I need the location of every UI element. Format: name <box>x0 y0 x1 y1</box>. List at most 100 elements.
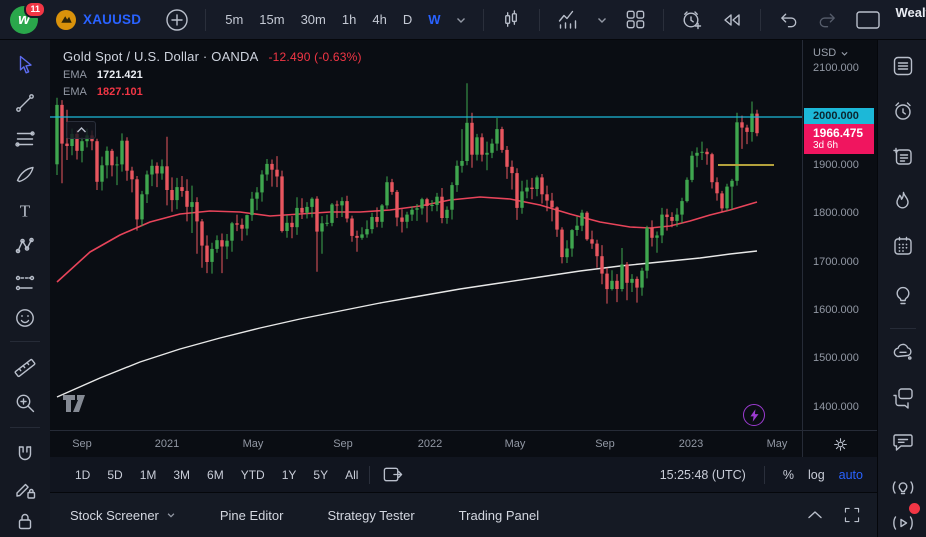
redo-icon[interactable] <box>808 8 847 31</box>
hotlists-flame-icon[interactable] <box>891 189 915 213</box>
toolbar-divider <box>483 8 485 31</box>
candle <box>600 256 604 274</box>
zoom-in-tool-icon[interactable] <box>14 392 36 414</box>
top-toolbar: w 11 XAUUSD 5m 15m 30m 1h 4h D W <box>0 0 926 40</box>
candlestick-plot[interactable] <box>50 40 802 430</box>
fib-retracement-tool-icon[interactable] <box>14 128 36 150</box>
timeframe-1h[interactable]: 1h <box>341 12 357 27</box>
alerts-icon[interactable] <box>891 99 915 123</box>
brush-tool-icon[interactable] <box>14 164 36 186</box>
price-tick: 1700.000 <box>813 256 859 268</box>
range-5D[interactable]: 5D <box>107 467 123 482</box>
undo-icon[interactable] <box>769 8 808 31</box>
bar-replay-icon[interactable] <box>712 8 752 32</box>
cursor-tool-icon[interactable] <box>14 54 36 76</box>
legend-collapse-button[interactable] <box>66 121 96 139</box>
live-streams-icon[interactable] <box>891 511 915 535</box>
go-to-date-icon[interactable] <box>374 464 411 485</box>
lock-all-drawings-icon[interactable] <box>14 510 36 532</box>
indicator-row[interactable]: EMA 1827.101 <box>63 86 143 98</box>
forecast-tool-icon[interactable] <box>14 272 36 294</box>
notes-icon[interactable] <box>891 144 915 168</box>
time-label: May <box>766 438 788 450</box>
price-axis[interactable]: USD 2100.000 1900.000 1800.000 1700.000 1600… <box>802 40 877 430</box>
range-YTD[interactable]: YTD <box>240 467 265 482</box>
streams-icon[interactable] <box>891 476 915 500</box>
minds-icon[interactable] <box>891 340 915 364</box>
measure-ruler-tool-icon[interactable] <box>14 357 36 379</box>
ema-line[interactable] <box>56 250 758 398</box>
timeframe-15m[interactable]: 15m <box>259 12 285 27</box>
candle <box>750 113 754 132</box>
watchlist-icon[interactable] <box>891 54 915 78</box>
candle <box>720 193 724 209</box>
layout-templates-icon[interactable] <box>616 8 655 31</box>
tradingview-watermark-icon[interactable] <box>62 394 94 413</box>
create-alert-icon[interactable] <box>672 8 712 32</box>
chart-pane[interactable]: Gold Spot / U.S. Dollar · OANDA -12.490 (… <box>50 40 802 430</box>
horizontal-line-price-label[interactable]: 2000.000 <box>804 108 874 125</box>
layout-select-icon[interactable] <box>847 9 889 31</box>
text-tool-icon[interactable]: T <box>14 200 36 222</box>
candle <box>285 222 289 231</box>
symbol-switcher[interactable]: XAUUSD <box>56 9 141 30</box>
timeframe-4h[interactable]: 4h <box>372 12 387 27</box>
auto-scale-button[interactable]: auto <box>838 467 863 482</box>
timeframe-5m[interactable]: 5m <box>225 12 244 27</box>
range-All[interactable]: All <box>345 467 359 482</box>
candle <box>745 127 749 132</box>
timeframe-menu-chevron-icon[interactable] <box>447 14 475 26</box>
widget-rail <box>877 40 926 537</box>
emoji-tool-icon[interactable] <box>14 307 36 329</box>
indicators-menu-chevron-icon[interactable] <box>588 14 616 26</box>
chart-style-candles-icon[interactable] <box>492 8 531 31</box>
xabcd-pattern-tool-icon[interactable] <box>14 235 36 257</box>
tab-trading-panel[interactable]: Trading Panel <box>458 507 540 523</box>
magnet-tool-icon[interactable] <box>14 444 36 466</box>
range-6M[interactable]: 6M <box>207 467 224 482</box>
trend-line-tool-icon[interactable] <box>14 92 36 114</box>
boost-button[interactable] <box>743 404 765 426</box>
candle <box>75 133 79 151</box>
tab-strategy-tester[interactable]: Strategy Tester <box>327 507 415 523</box>
time-axis[interactable]: Sep 2021 May Sep 2022 May Sep 2023 May <box>50 430 877 457</box>
percent-scale-button[interactable]: % <box>782 467 794 482</box>
ema-slow-value: 1827.101 <box>96 86 143 98</box>
symbol-title[interactable]: Gold Spot / U.S. Dollar · OANDA <box>63 49 259 64</box>
drawing-mode-lock-icon[interactable] <box>14 478 36 500</box>
range-1Y[interactable]: 1Y <box>281 467 297 482</box>
candle <box>725 186 729 209</box>
candle <box>255 192 259 199</box>
candle <box>395 191 399 218</box>
compare-add-symbol-button[interactable] <box>157 8 197 32</box>
tab-pine-editor[interactable]: Pine Editor <box>219 507 284 523</box>
range-3M[interactable]: 3M <box>173 467 191 482</box>
tab-stock-screener[interactable]: Stock Screener <box>70 508 176 523</box>
candle <box>525 187 529 192</box>
indicators-icon[interactable] <box>548 8 588 32</box>
price-tick: 2100.000 <box>813 62 859 74</box>
layout-name-block[interactable]: Wealthy Educ... Save <box>895 5 926 32</box>
candle <box>230 223 234 241</box>
panel-expand-chevron-icon[interactable] <box>805 505 825 525</box>
clock-utc[interactable]: 15:25:48 (UTC) <box>659 467 746 482</box>
timeframe-W[interactable]: W <box>428 12 441 27</box>
range-5Y[interactable]: 5Y <box>313 467 329 482</box>
range-1D[interactable]: 1D <box>75 467 91 482</box>
timeframe-D[interactable]: D <box>402 12 413 27</box>
range-1M[interactable]: 1M <box>139 467 157 482</box>
fullscreen-icon[interactable] <box>843 506 861 524</box>
toolbar-divider <box>205 8 207 31</box>
chart-settings-gear-icon[interactable] <box>832 436 849 453</box>
timeframe-30m[interactable]: 30m <box>300 12 326 27</box>
ideas-lightbulb-icon[interactable] <box>891 283 915 307</box>
indicator-row[interactable]: EMA 1721.421 <box>63 69 143 81</box>
currency-dropdown[interactable]: USD <box>813 47 849 59</box>
calendar-icon[interactable] <box>891 234 915 258</box>
last-price-label: 1966.475 3d 6h <box>804 124 874 154</box>
public-chats-icon[interactable] <box>891 385 915 409</box>
app-logo[interactable]: w 11 <box>10 0 46 34</box>
log-scale-button[interactable]: log <box>807 467 825 482</box>
private-chats-icon[interactable] <box>891 430 915 454</box>
candle <box>330 204 334 223</box>
